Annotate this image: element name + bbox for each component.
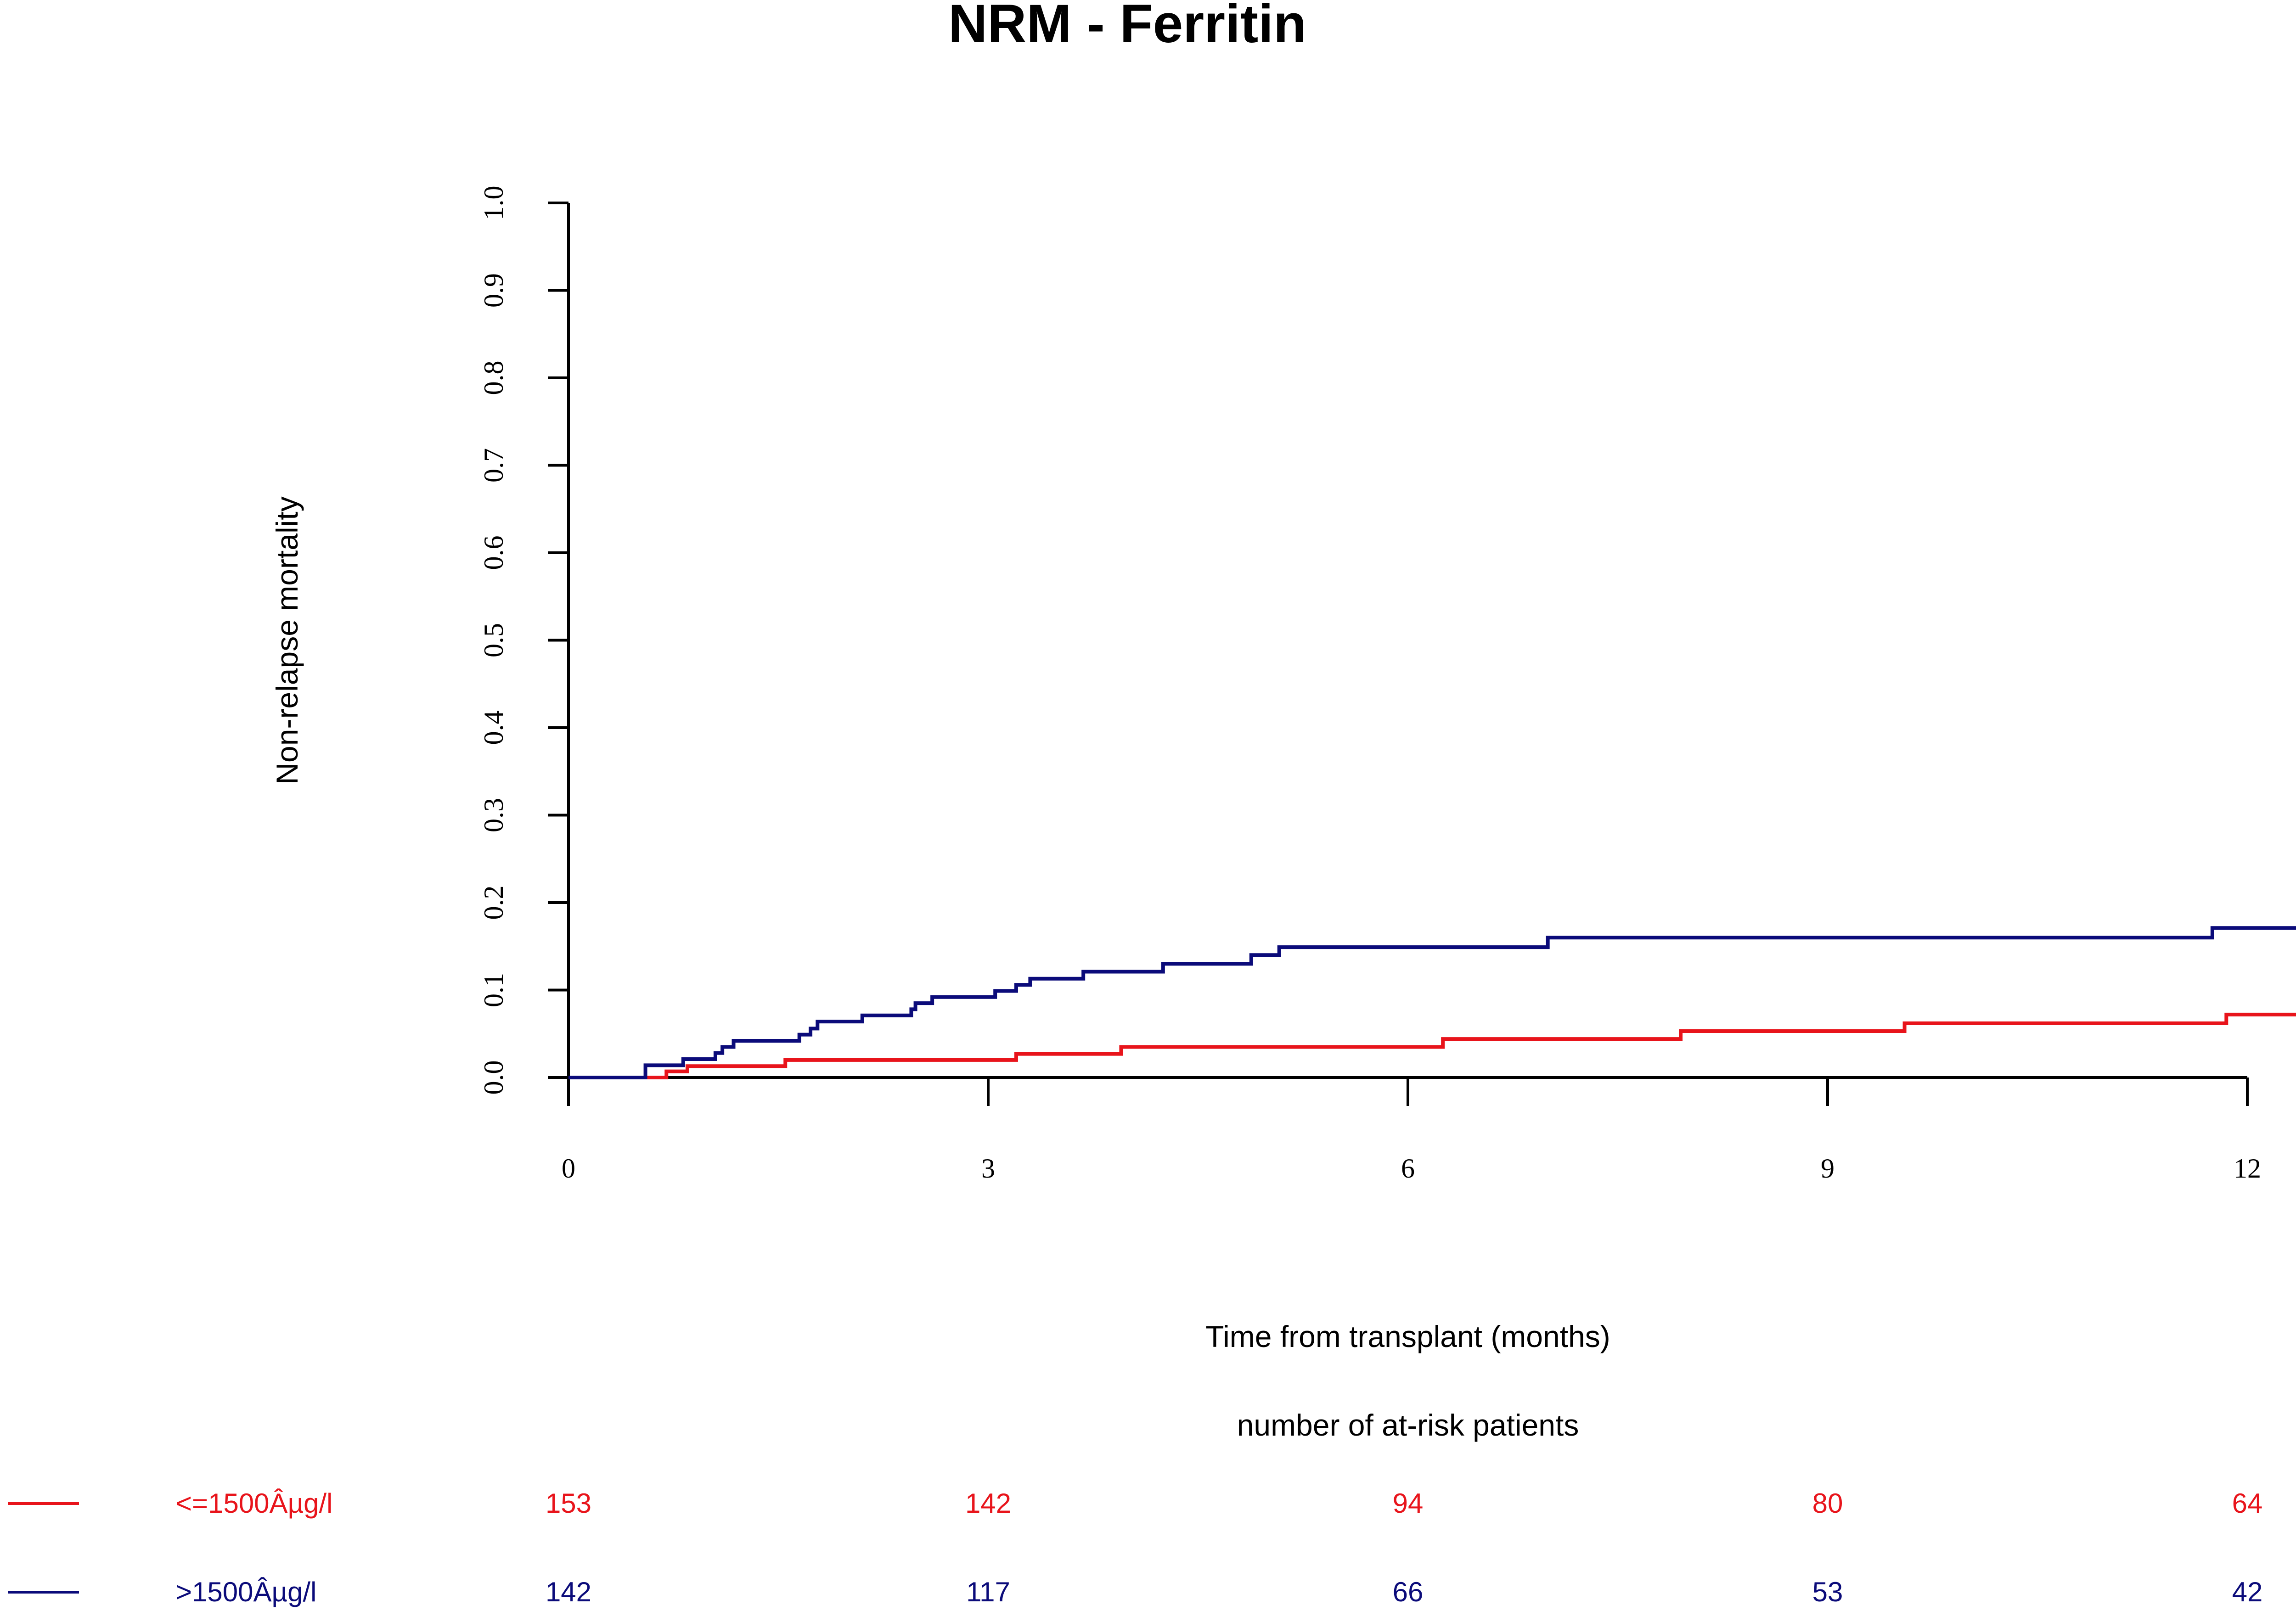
y-tick-label: 0.7: [478, 448, 509, 483]
y-tick-label: 1.0: [478, 186, 509, 220]
risk-count: 80: [1812, 1488, 1843, 1519]
y-tick-label: 0.5: [478, 623, 509, 657]
x-tick-label: 12: [2234, 1153, 2261, 1184]
risk-count: 53: [1812, 1577, 1843, 1607]
y-tick-label: 0.8: [478, 361, 509, 395]
y-tick-label: 0.0: [478, 1061, 509, 1095]
series-layer: [568, 926, 2296, 1079]
x-tick-label: 3: [981, 1153, 995, 1184]
risk-count: 42: [2232, 1577, 2263, 1607]
risk-count: 142: [546, 1577, 591, 1607]
x-tick-label: 0: [562, 1153, 575, 1184]
y-axis: 0.0 0.1 0.2 0.3 0.4 0.5 0.6 0.7 0.8 0.9 1.0: [478, 186, 570, 1095]
y-tick-label: 0.1: [478, 973, 509, 1007]
chart-title: NRM - Ferritin: [948, 0, 1306, 54]
x-tick-label: 6: [1401, 1153, 1415, 1184]
risk-table-title: number of at-risk patients: [1237, 1408, 1579, 1442]
risk-table: <=1500Âµg/l 153 142 94 80 64 >1500Âµg/l 142 117 6…: [8, 1488, 2262, 1607]
y-tick-label: 0.9: [478, 273, 509, 308]
risk-count: 153: [546, 1488, 591, 1519]
risk-row-label: <=1500Âµg/l: [176, 1488, 333, 1519]
y-tick-label: 0.4: [478, 711, 509, 745]
risk-count: 117: [966, 1577, 1010, 1607]
x-axis-label: Time from transplant (months): [1205, 1319, 1610, 1353]
y-axis-label: Non-relapse mortality: [270, 496, 304, 784]
risk-count: 66: [1393, 1577, 1424, 1607]
risk-count: 142: [965, 1488, 1011, 1519]
risk-row-label: >1500Âµg/l: [176, 1577, 316, 1607]
x-axis: 0 3 6 9 12: [562, 1076, 2261, 1184]
risk-count: 64: [2232, 1488, 2263, 1519]
series-line-0: [568, 1012, 2296, 1079]
risk-count: 94: [1393, 1488, 1424, 1519]
y-tick-label: 0.2: [478, 886, 509, 920]
y-tick-label: 0.6: [478, 536, 509, 570]
x-tick-label: 9: [1821, 1153, 1835, 1184]
series-line-1: [568, 926, 2296, 1079]
y-tick-label: 0.3: [478, 798, 509, 832]
